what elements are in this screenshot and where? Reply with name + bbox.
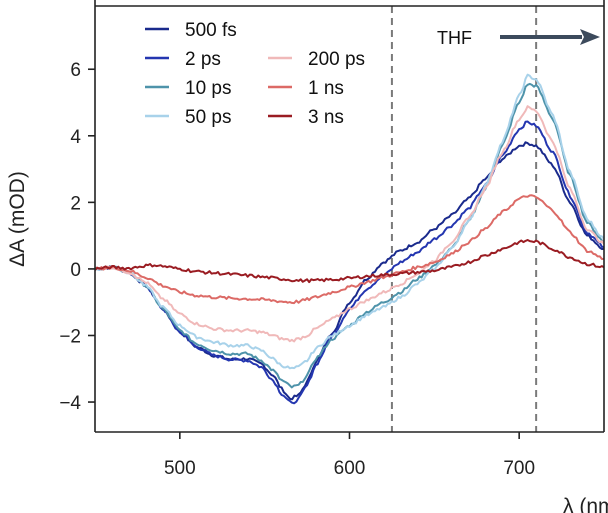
y-tick-label: −2 [59, 326, 81, 347]
legend-label: 500 fs [185, 20, 237, 41]
y-tick-label: 6 [70, 60, 81, 81]
y-tick-label: 4 [70, 127, 81, 148]
series-line-1-ns [95, 194, 604, 305]
x-tick-label: 700 [503, 458, 535, 479]
y-tick-label: 2 [70, 193, 81, 214]
legend-label: 1 ns [308, 78, 344, 99]
axes-layer: −4 −2 0 2 4 6 500 600 700 [59, 0, 605, 479]
series-line-500-fs [95, 141, 604, 401]
series-line-2-ps [95, 120, 604, 405]
legend-label: 200 ps [308, 49, 365, 70]
x-tick-label: 500 [164, 458, 196, 479]
legend-label: 2 ps [185, 49, 221, 70]
y-tick-label: 0 [70, 260, 81, 281]
legend-label: 50 ps [185, 107, 231, 128]
series-line-50-ps [95, 73, 604, 370]
annotation: THF [437, 28, 600, 48]
legend-label: 10 ps [185, 78, 231, 99]
series-line-200-ps [95, 105, 604, 343]
legend-label: 3 ns [308, 107, 344, 128]
annotation-arrow-head [580, 29, 600, 45]
y-tick-label: −4 [59, 393, 81, 414]
legend: 500 fs 2 ps 10 ps 50 ps 200 ps 1 ns 3 ns [145, 20, 365, 128]
y-axis-label: ΔA (mOD) [6, 171, 29, 267]
x-tick-label: 600 [334, 458, 366, 479]
series-layer [95, 6, 604, 432]
annotation-label: THF [437, 28, 472, 48]
series-line-3-ns [95, 239, 604, 284]
series-line-10-ps [95, 82, 604, 389]
x-axis-label: λ (nm) [563, 495, 608, 513]
